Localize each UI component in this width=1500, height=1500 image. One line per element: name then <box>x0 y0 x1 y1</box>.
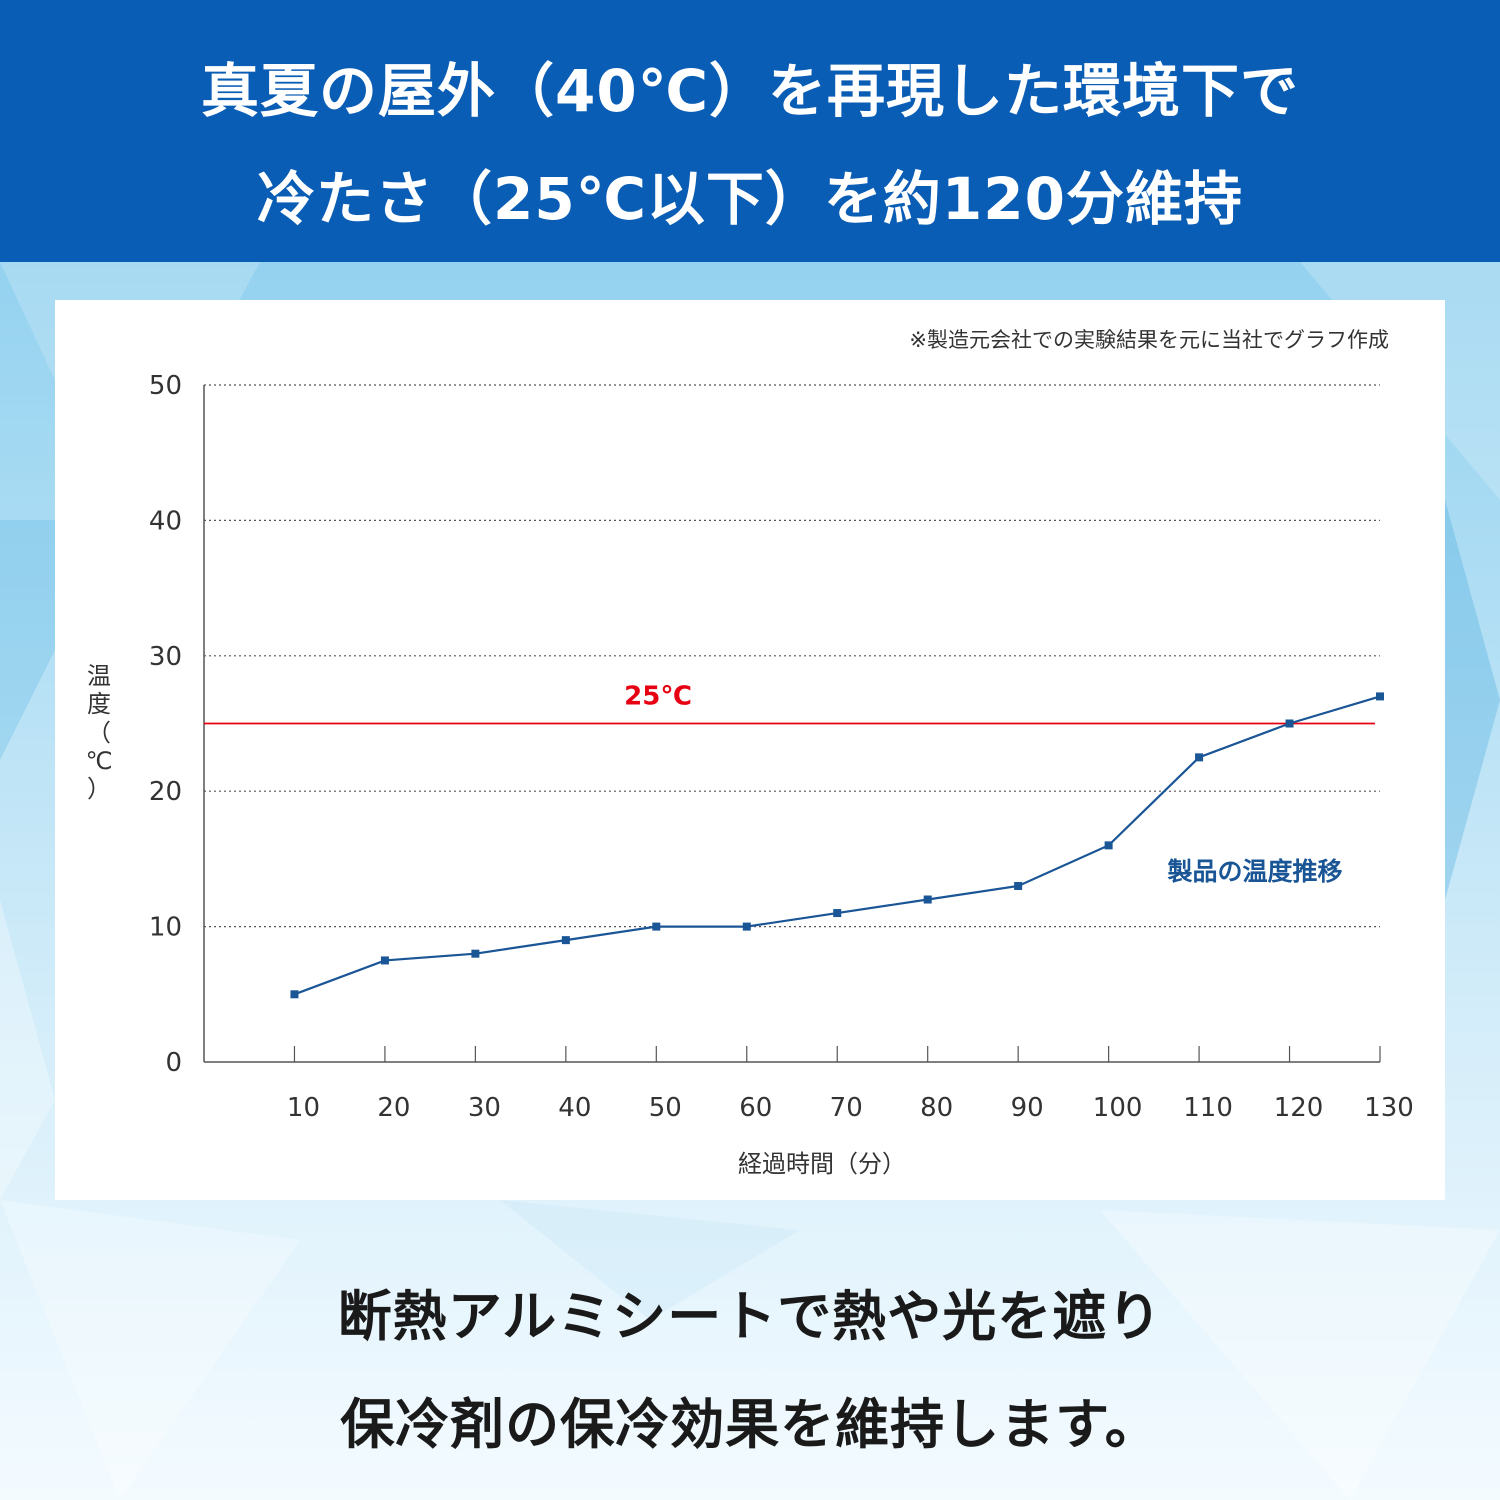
x-tick-label: 80 <box>920 1093 953 1123</box>
headline-line-1: 真夏の屋外（40℃）を再現した環境下で <box>201 57 1299 125</box>
series-label: 製品の温度推移 <box>1166 857 1342 886</box>
x-tick-label: 100 <box>1093 1093 1143 1123</box>
y-tick-label: 10 <box>149 913 182 943</box>
data-point <box>833 909 842 918</box>
series-line <box>294 695 1381 996</box>
data-point <box>742 922 751 931</box>
data-point <box>1104 841 1113 850</box>
y-axis-label: 温 度 （ ℃ ） <box>77 662 121 804</box>
x-tick-label: 50 <box>649 1093 682 1123</box>
y-tick-label: 40 <box>149 506 182 536</box>
data-point <box>1014 881 1023 890</box>
y-axis-label-char: 度 <box>87 690 111 719</box>
data-point <box>290 990 299 999</box>
data-point <box>1195 753 1204 762</box>
y-axis-label-char: ） <box>87 775 111 804</box>
y-tick-label: 50 <box>149 371 182 401</box>
data-point <box>380 956 389 965</box>
y-axis-label-char: ℃ <box>85 746 113 775</box>
source-note: ※製造元会社での実験結果を元に当社でグラフ作成 <box>909 328 1389 352</box>
data-point <box>561 936 570 945</box>
chart-panel: ※製造元会社での実験結果を元に当社でグラフ作成 温 度 （ ℃ ） 0 10 20 3… <box>55 300 1445 1200</box>
y-tick-label: 30 <box>149 642 182 672</box>
x-tick-label: 10 <box>287 1093 320 1123</box>
x-tick-label: 130 <box>1364 1093 1414 1123</box>
data-point <box>471 949 480 958</box>
x-tick-label: 70 <box>830 1093 863 1123</box>
tick-labels: 0 10 20 30 40 50 10 20 30 40 50 60 70 80 90 100 110 120 13… <box>149 371 1414 1123</box>
header-banner: 真夏の屋外（40℃）を再現した環境下で 冷たさ（25℃以下）を約120分維持 <box>0 0 1500 262</box>
data-point <box>1376 692 1384 701</box>
y-tick-label: 0 <box>165 1048 182 1078</box>
footer-line-1: 断熱アルミシートで熱や光を遮り <box>337 1285 1163 1348</box>
x-tick-label: 120 <box>1274 1093 1324 1123</box>
x-tick-label: 30 <box>468 1093 501 1123</box>
data-point <box>923 895 932 904</box>
y-tick-label: 20 <box>149 777 182 807</box>
x-tick-label: 110 <box>1183 1093 1233 1123</box>
x-tick-label: 40 <box>558 1093 591 1123</box>
x-tick-label: 20 <box>377 1093 410 1123</box>
x-axis-label: 経過時間（分） <box>738 1150 906 1178</box>
threshold-group: 25℃ <box>204 682 1375 725</box>
y-axis-label-char: （ <box>87 718 111 747</box>
data-point <box>1285 719 1294 728</box>
temperature-line-chart: 0 10 20 30 40 50 10 20 30 40 50 60 70 80 90 100 110 120 13… <box>149 371 1414 1178</box>
x-tick-label: 60 <box>739 1093 772 1123</box>
grid-lines <box>204 384 1380 928</box>
threshold-label: 25℃ <box>624 682 692 712</box>
y-axis-label-char: 温 <box>87 662 111 690</box>
footer-line-2: 保冷剤の保冷効果を維持します。 <box>340 1393 1160 1456</box>
data-point <box>652 922 661 931</box>
x-tick-label: 90 <box>1011 1093 1044 1123</box>
series-group: 製品の温度推移 <box>290 692 1384 999</box>
headline-line-2: 冷たさ（25℃以下）を約120分維持 <box>256 165 1244 233</box>
